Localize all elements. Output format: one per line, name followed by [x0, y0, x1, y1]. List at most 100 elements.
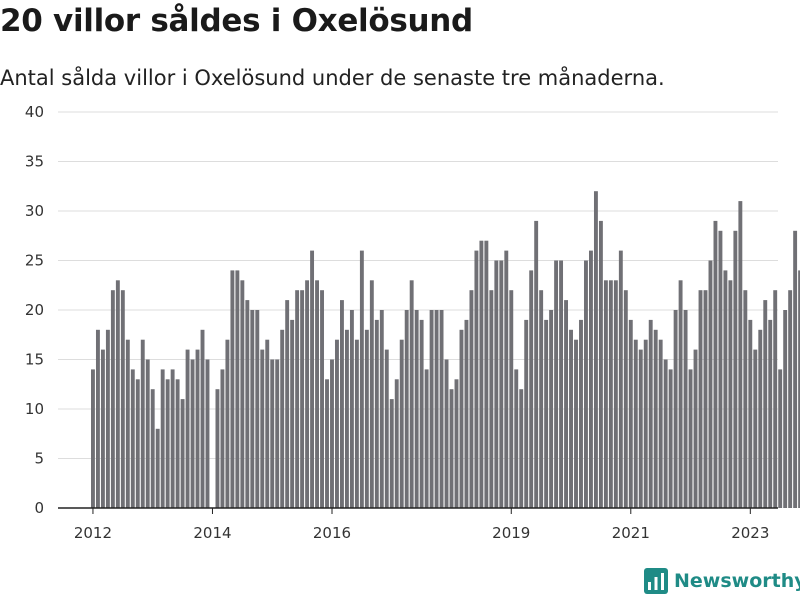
bar [434, 310, 439, 508]
bar [504, 250, 509, 508]
brand-name: Newsworthy [674, 570, 800, 592]
bar [305, 280, 310, 508]
bar [529, 270, 534, 508]
bar [569, 329, 573, 508]
bar [255, 310, 260, 508]
bars [91, 191, 800, 509]
bar [544, 319, 549, 508]
bar [424, 369, 429, 508]
x-axis: 2012201420162019202120232025 [58, 507, 778, 542]
bar [160, 369, 165, 508]
bar [589, 250, 593, 508]
bar [200, 329, 205, 508]
bar [733, 230, 738, 509]
bar [265, 339, 270, 508]
bar [130, 369, 135, 508]
bar [230, 270, 235, 508]
bar [593, 191, 598, 508]
bar [474, 250, 479, 508]
bar [275, 359, 280, 508]
bar [743, 290, 748, 508]
bar [125, 339, 130, 508]
y-tick-label: 5 [34, 450, 44, 468]
bar [693, 349, 698, 508]
bar [150, 389, 155, 508]
bar [598, 220, 603, 508]
bar [280, 329, 285, 508]
bar [349, 310, 354, 508]
bar [638, 349, 643, 508]
bar [793, 230, 798, 509]
bar [389, 399, 394, 508]
bar [633, 339, 638, 508]
x-tick-label: 2021 [612, 524, 650, 542]
bar [369, 280, 374, 508]
bar [215, 389, 220, 508]
bar [534, 220, 539, 508]
bar [100, 349, 105, 508]
bar [379, 310, 384, 508]
bar [290, 319, 295, 508]
x-tick-label: 2019 [492, 524, 530, 542]
bar [514, 369, 519, 508]
bar [658, 339, 663, 508]
bar [185, 349, 190, 508]
bar [554, 260, 559, 508]
bar [340, 300, 344, 508]
chart-title: 20 villor såldes i Oxelösund [0, 3, 473, 39]
bar [245, 300, 250, 508]
bar [404, 310, 409, 508]
bar [584, 260, 588, 508]
bar [155, 428, 160, 508]
y-tick-label: 10 [25, 400, 44, 418]
bar [344, 329, 349, 508]
x-tick-label: 2016 [313, 524, 351, 542]
bar [703, 290, 708, 508]
bar [494, 260, 499, 508]
bar [120, 290, 125, 508]
x-tick-label: 2014 [193, 524, 231, 542]
y-tick-label: 0 [34, 499, 44, 517]
bar [763, 300, 768, 508]
bar [175, 379, 180, 508]
bar [549, 310, 554, 508]
bar [768, 319, 773, 508]
bar [718, 230, 723, 509]
bar [489, 290, 494, 508]
bar [419, 319, 424, 508]
bar [135, 379, 140, 508]
bar [539, 290, 544, 508]
bar [708, 260, 713, 508]
bar [559, 260, 564, 508]
bar [195, 349, 200, 508]
bar [310, 250, 315, 508]
bar [140, 339, 145, 508]
bar [449, 389, 454, 508]
bar [414, 310, 419, 508]
bar [459, 329, 464, 508]
bar [240, 280, 245, 508]
bar-chart-icon [644, 568, 668, 594]
bar [653, 329, 658, 508]
bar [773, 290, 778, 508]
bar [698, 290, 703, 508]
y-tick-label: 25 [25, 252, 44, 270]
bar [429, 310, 434, 508]
bar [579, 319, 583, 508]
bar [260, 349, 265, 508]
bar [270, 359, 275, 508]
bar [618, 250, 623, 508]
bar [220, 369, 225, 508]
bar [668, 369, 673, 508]
bar [250, 310, 255, 508]
bar [190, 359, 195, 508]
bar [165, 379, 170, 508]
bar [439, 310, 444, 508]
bar [95, 329, 100, 508]
bar [105, 329, 110, 508]
bar [235, 270, 240, 508]
bar [359, 250, 364, 508]
bar [469, 290, 474, 508]
bar [454, 379, 459, 508]
